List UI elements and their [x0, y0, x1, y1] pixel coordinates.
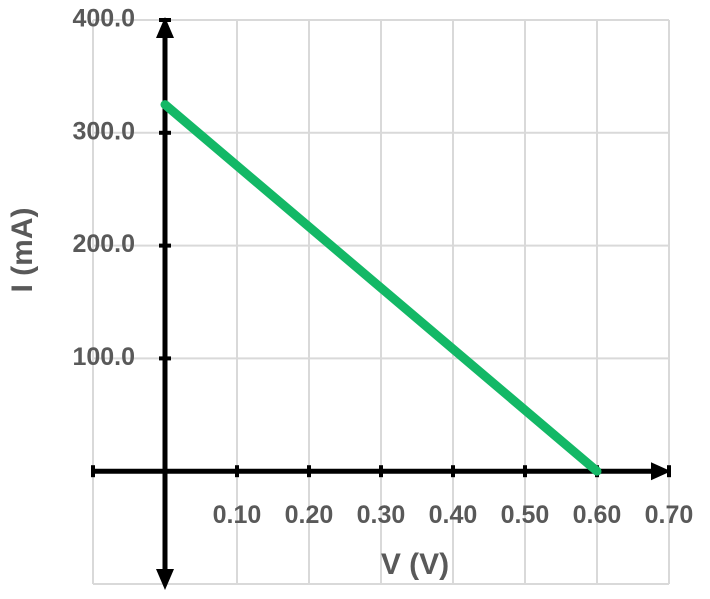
y-tick-label: 100.0: [72, 343, 135, 371]
x-tick-label: 0.70: [645, 501, 694, 529]
x-tick-label: 0.60: [573, 501, 622, 529]
x-axis-arrow: [651, 462, 671, 481]
x-tick-label: 0.10: [213, 501, 262, 529]
x-tick-label: 0.50: [501, 501, 550, 529]
x-axis-label: V (V): [381, 548, 449, 581]
y-tick-label: 300.0: [72, 117, 135, 145]
grid: [92, 19, 670, 585]
data-line: [160, 100, 602, 476]
y-tick-label: 200.0: [72, 230, 135, 258]
x-tick-label: 0.40: [429, 501, 478, 529]
x-tick-label: 0.20: [285, 501, 334, 529]
y-axis-label: I (mA): [6, 208, 39, 293]
x-tick-label: 0.30: [357, 501, 406, 529]
y-tick-label: 400.0: [72, 5, 135, 33]
y-axis-arrow: [156, 17, 174, 38]
plot: 0.10 0.20 0.30 0.40 0.50 0.60 0.70 100.0 200.0 30…: [72, 5, 693, 590]
y-axis-arrow: [156, 569, 174, 590]
